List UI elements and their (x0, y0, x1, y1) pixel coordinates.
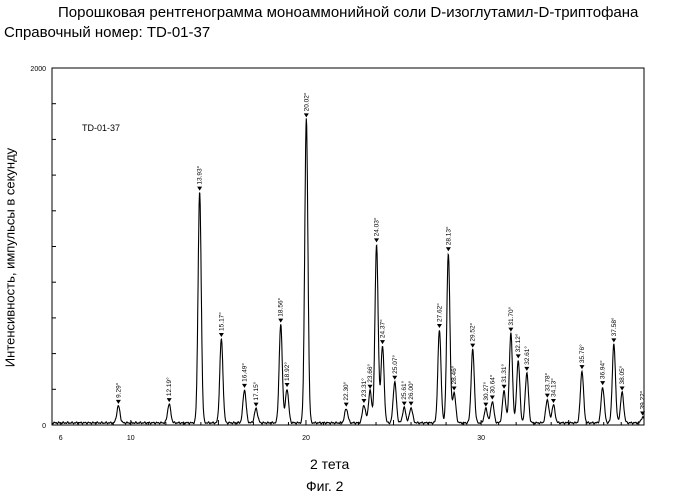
peak-label: 37.58° (610, 317, 618, 336)
peak-marker (502, 385, 507, 389)
peak-marker (600, 381, 605, 385)
peak-marker (545, 394, 550, 398)
peak-label: 31.70° (507, 306, 515, 325)
peak-label: 29.52° (469, 322, 477, 341)
peak-marker (579, 365, 584, 369)
peak-label: 32.61° (523, 346, 531, 365)
y-tick-label: 0 (42, 423, 46, 430)
y-tick-label: 2000 (30, 66, 46, 73)
peak-label: 27.62° (435, 303, 443, 322)
peak-label: 24.37° (379, 319, 387, 338)
peak-label: 38.05° (618, 365, 626, 384)
peak-marker (167, 398, 172, 402)
peak-marker (392, 376, 397, 380)
peak-label: 13.93° (196, 165, 204, 184)
peak-labels: 9.29° 12.19° 13.93° 15.17° 16.49° 17.15° 18.56… (114, 92, 646, 409)
peak-label: 32.12° (514, 333, 522, 352)
peak-marker (516, 354, 521, 358)
diffraction-trace (52, 118, 644, 424)
sample-annotation: TD-01-37 (82, 123, 120, 133)
peak-marker (285, 383, 290, 387)
peak-marker (242, 384, 247, 388)
y-axis-label: Интенсивность, импульсы в секунду (3, 148, 18, 368)
x-tick-label: 6 (59, 435, 63, 442)
peak-marker (524, 367, 529, 371)
peak-label: 16.49° (240, 363, 248, 382)
peak-marker (197, 187, 202, 191)
x-axis-label: 2 тета (310, 456, 349, 472)
peak-marker (508, 328, 513, 332)
peak-label: 23.66° (366, 363, 374, 382)
peak-label: 28.13° (444, 226, 452, 245)
peak-marker (490, 395, 495, 399)
peak-label: 28.46° (450, 365, 458, 384)
peak-label: 26.00° (407, 380, 415, 399)
peak-label: 24.03° (373, 217, 381, 236)
peak-marker (483, 403, 488, 407)
peak-label: 34.13° (549, 378, 557, 397)
peak-label: 9.29° (114, 382, 122, 398)
peak-label: 18.92° (283, 362, 291, 381)
peak-label: 25.07° (391, 355, 399, 374)
peak-label: 15.17° (217, 312, 225, 331)
peak-marker (409, 402, 414, 406)
peak-marker (446, 247, 451, 251)
peak-marker (361, 399, 366, 403)
x-tick-label: 30 (477, 435, 485, 442)
figure-caption: Фиг. 2 (306, 478, 343, 494)
peak-label: 30.64° (488, 374, 496, 393)
peak-marker (368, 385, 373, 389)
plot-frame (52, 68, 644, 425)
peak-label: 20.02° (302, 92, 310, 111)
peak-marker (374, 238, 379, 242)
x-tick-label: 20 (302, 435, 310, 442)
peak-label: 25.61° (400, 380, 408, 399)
peak-marker (254, 403, 259, 407)
peak-label: 39.22° (639, 390, 647, 409)
peak-marker (116, 400, 121, 404)
peak-marker (304, 113, 309, 117)
peak-marker (620, 387, 625, 391)
peak-marker (437, 324, 442, 328)
peak-label: 17.15° (252, 381, 260, 400)
peak-marker (219, 333, 224, 337)
chart-axes (52, 68, 644, 425)
peak-marker (380, 340, 385, 344)
peak-label: 36.94° (599, 360, 607, 379)
peak-marker (402, 402, 407, 406)
peak-label: 35.76° (578, 344, 586, 363)
peak-marker (470, 344, 475, 348)
peak-label: 22.30° (342, 381, 350, 400)
peak-marker (611, 338, 616, 342)
peak-marker (278, 319, 283, 323)
peak-label: 31.31° (500, 363, 508, 382)
peak-label: 12.19° (165, 377, 173, 396)
peak-marker (344, 403, 349, 407)
peak-marker (452, 387, 457, 391)
peak-label: 18.56° (277, 297, 285, 316)
peak-marker (551, 399, 556, 403)
x-tick-label: 10 (127, 435, 135, 442)
